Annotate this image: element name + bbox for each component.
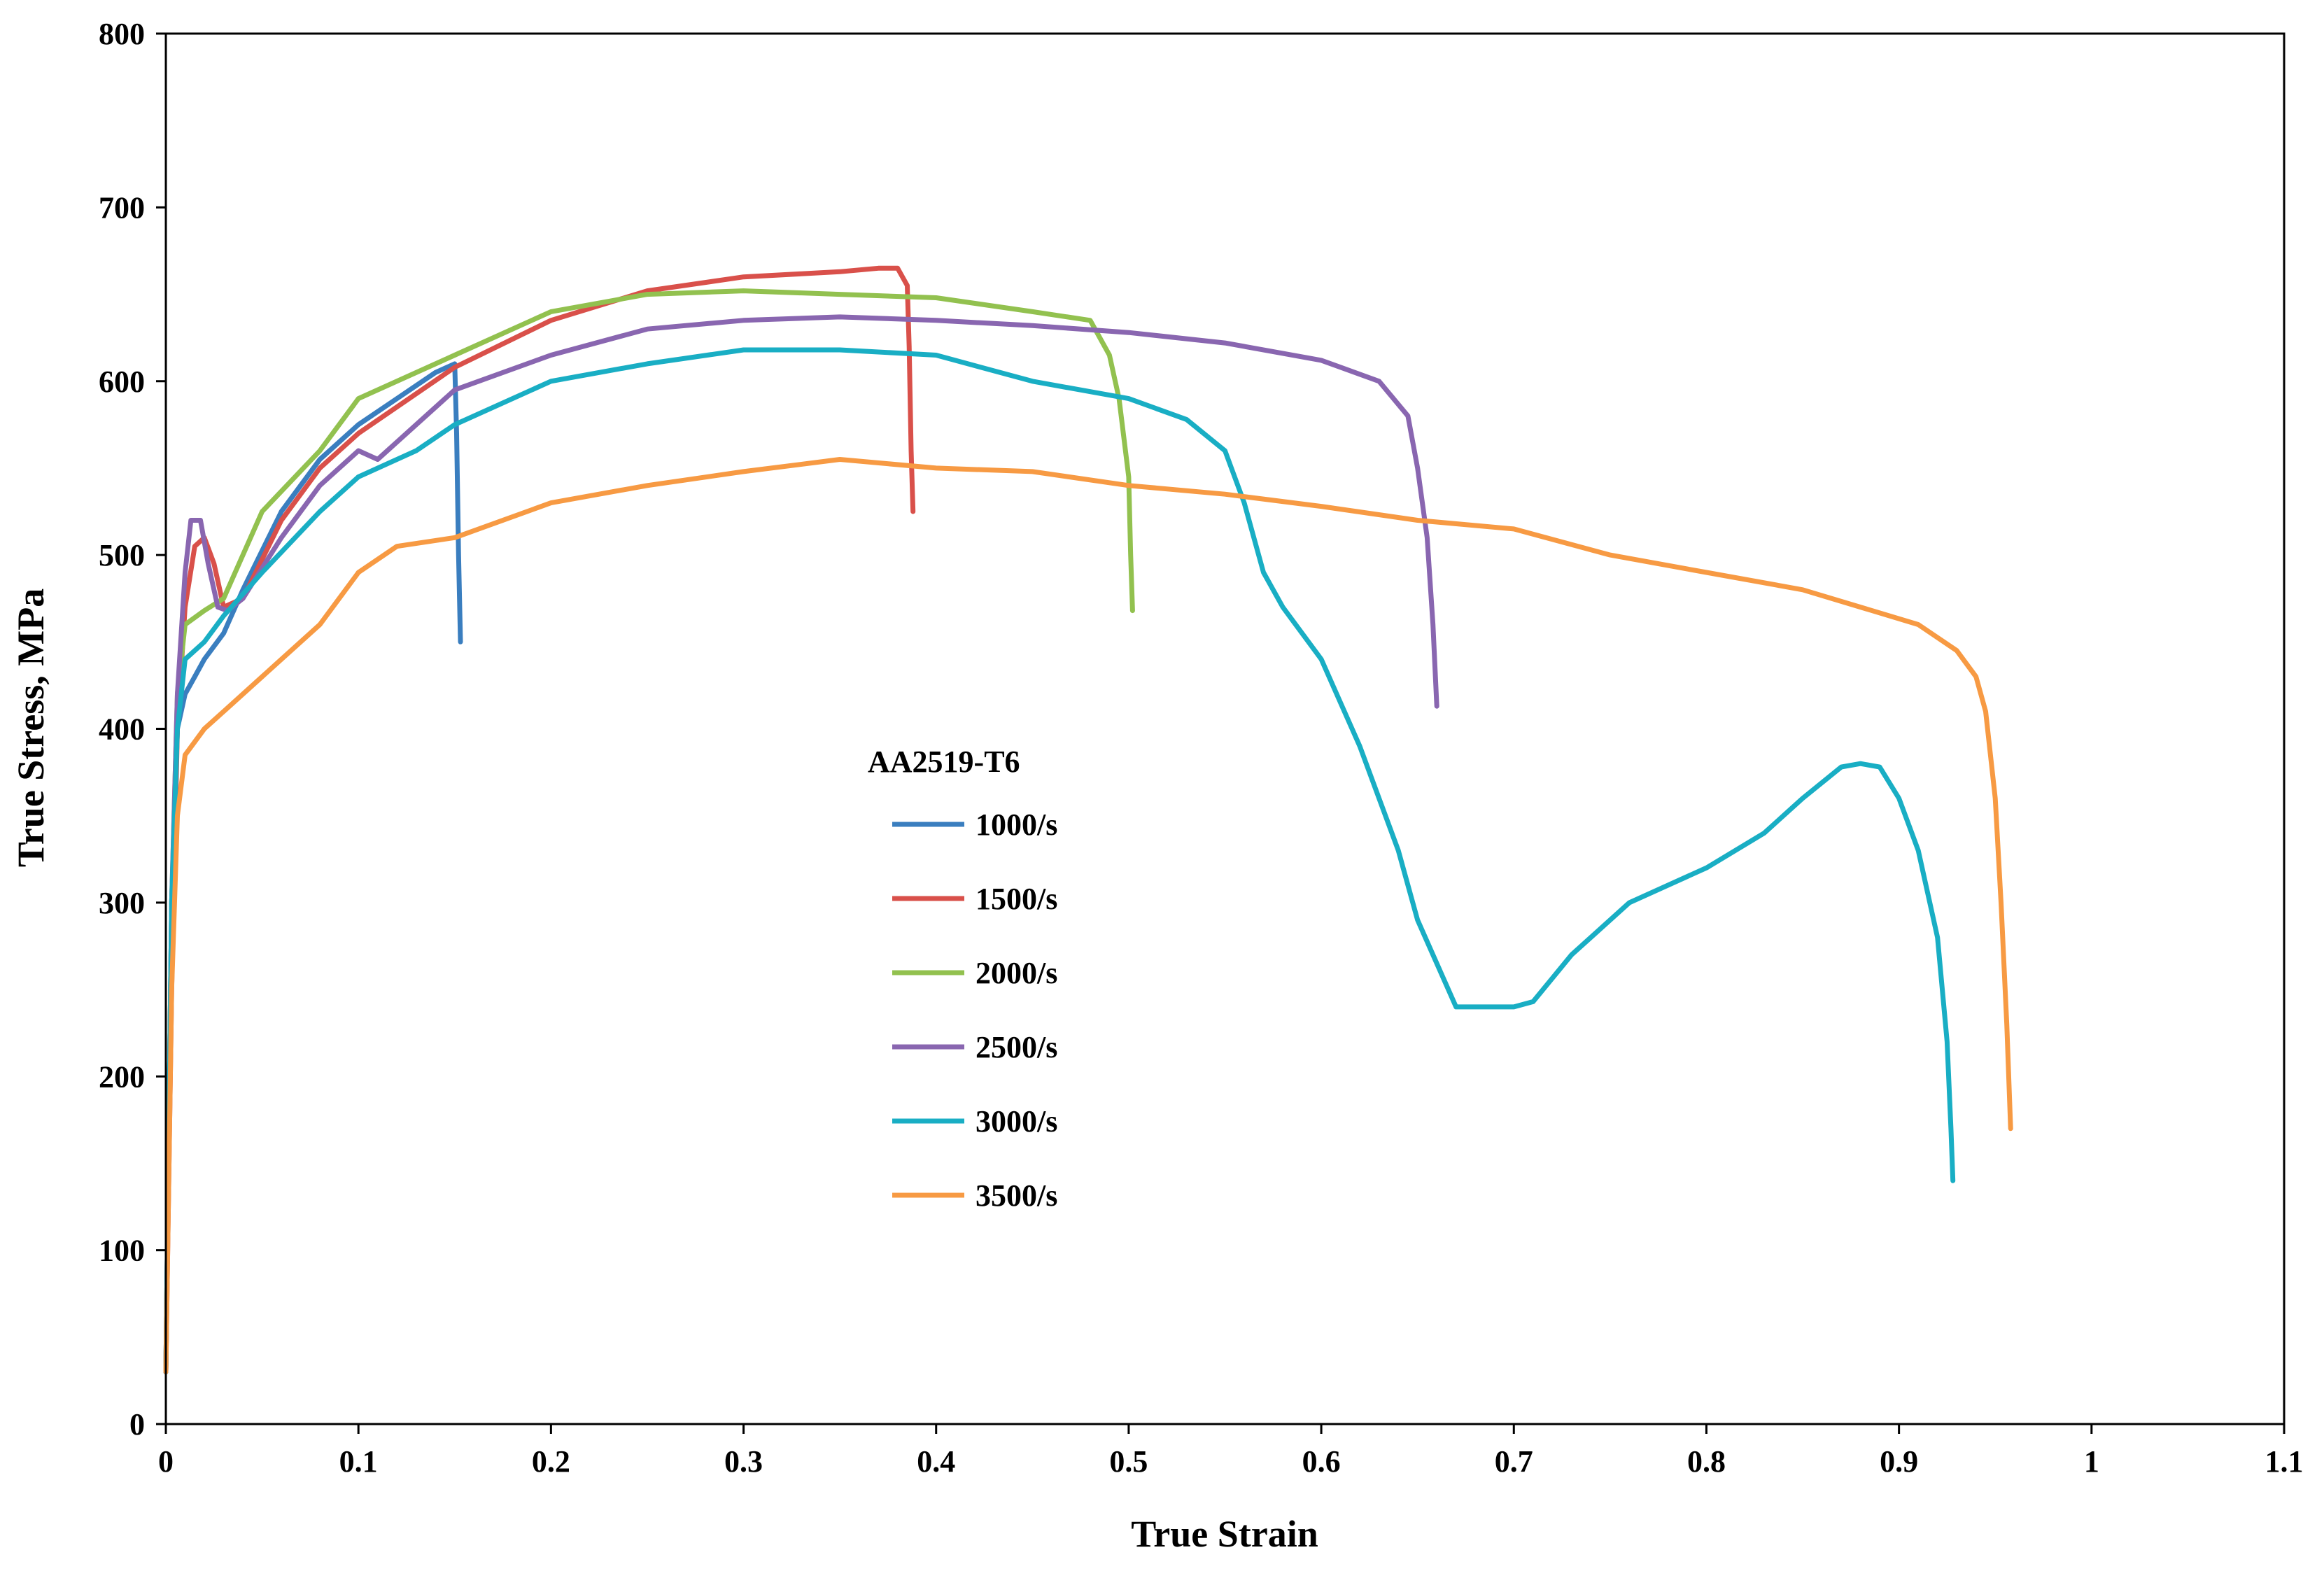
x-tick-label: 0.7 (1495, 1444, 1533, 1479)
series-line-2000-per-s (163, 288, 1135, 1374)
x-tick-label: 0.9 (1880, 1444, 1918, 1479)
series-line-2500-per-s (163, 314, 1439, 1374)
legend-label: 3500/s (976, 1178, 1057, 1213)
series-line-3000-per-s (163, 347, 1956, 1374)
series-group (163, 265, 2013, 1374)
x-axis-ticks: 0 0.1 0.2 0.3 0.4 0.5 0.6 0.7 0.8 0.9 1 1.1 (158, 1424, 2304, 1479)
y-axis-ticks: 0 100 200 300 400 500 600 700 800 (99, 17, 166, 1442)
x-tick-label: 0 (158, 1444, 174, 1479)
x-tick-label: 0.1 (339, 1444, 378, 1479)
legend-label: 1000/s (976, 808, 1057, 842)
y-tick-label: 200 (99, 1059, 145, 1094)
x-tick-label: 0.8 (1687, 1444, 1726, 1479)
y-tick-label: 300 (99, 886, 145, 920)
x-tick-label: 0.2 (532, 1444, 570, 1479)
series-line-1500-per-s (163, 265, 916, 1374)
y-tick-label: 400 (99, 712, 145, 747)
x-tick-label: 0.5 (1109, 1444, 1148, 1479)
y-tick-label: 700 (99, 190, 145, 225)
y-tick-label: 500 (99, 538, 145, 572)
legend-label: 2000/s (976, 956, 1057, 990)
legend-label: 2500/s (976, 1030, 1057, 1064)
series-line-3500-per-s (163, 457, 2013, 1374)
series-line-1000-per-s (163, 361, 463, 1374)
x-tick-label: 1.1 (2265, 1444, 2304, 1479)
x-tick-label: 0.4 (917, 1444, 955, 1479)
y-tick-label: 800 (99, 17, 145, 51)
x-tick-label: 1 (2084, 1444, 2099, 1479)
y-tick-label: 100 (99, 1234, 145, 1268)
y-tick-label: 0 (129, 1407, 145, 1442)
x-tick-label: 0.3 (724, 1444, 763, 1479)
legend: AA2519-T6 1000/s 1500/s 2000/s 2500/s 3000/s… (868, 745, 1057, 1213)
y-axis-title: True Stress, MPa (10, 589, 52, 867)
y-tick-label: 600 (99, 365, 145, 399)
x-tick-label: 0.6 (1302, 1444, 1341, 1479)
legend-title: AA2519-T6 (868, 745, 1020, 779)
legend-label: 3000/s (976, 1104, 1057, 1139)
legend-label: 1500/s (976, 882, 1057, 916)
x-axis-title: True Strain (1131, 1513, 1318, 1555)
